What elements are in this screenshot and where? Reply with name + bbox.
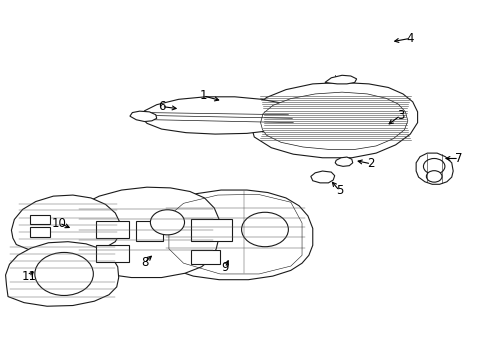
Bar xyxy=(136,221,163,241)
Bar xyxy=(96,244,129,262)
Polygon shape xyxy=(68,187,219,278)
Circle shape xyxy=(426,171,441,182)
Text: 6: 6 xyxy=(158,100,165,113)
Bar xyxy=(190,219,232,241)
Polygon shape xyxy=(130,111,157,122)
Polygon shape xyxy=(310,171,334,183)
Text: 10: 10 xyxy=(52,216,66,230)
Polygon shape xyxy=(325,75,356,84)
Polygon shape xyxy=(334,157,352,166)
Polygon shape xyxy=(5,242,119,306)
Polygon shape xyxy=(250,82,417,158)
Text: 2: 2 xyxy=(367,157,374,170)
Text: 4: 4 xyxy=(406,32,413,45)
Text: 1: 1 xyxy=(199,89,206,102)
Circle shape xyxy=(150,210,184,235)
Circle shape xyxy=(35,252,93,296)
Text: 7: 7 xyxy=(454,152,462,165)
Bar xyxy=(96,221,129,238)
Circle shape xyxy=(241,212,288,247)
Text: 9: 9 xyxy=(221,261,228,274)
Text: 3: 3 xyxy=(396,109,404,122)
Circle shape xyxy=(423,158,444,174)
Polygon shape xyxy=(260,92,407,149)
Bar xyxy=(30,215,50,224)
Polygon shape xyxy=(415,153,452,184)
Bar xyxy=(30,226,50,237)
Text: 8: 8 xyxy=(141,256,148,269)
Polygon shape xyxy=(141,97,300,134)
Bar xyxy=(190,250,220,264)
Text: 11: 11 xyxy=(21,270,37,283)
Polygon shape xyxy=(11,195,120,255)
Text: 5: 5 xyxy=(335,184,343,197)
Polygon shape xyxy=(154,190,312,280)
